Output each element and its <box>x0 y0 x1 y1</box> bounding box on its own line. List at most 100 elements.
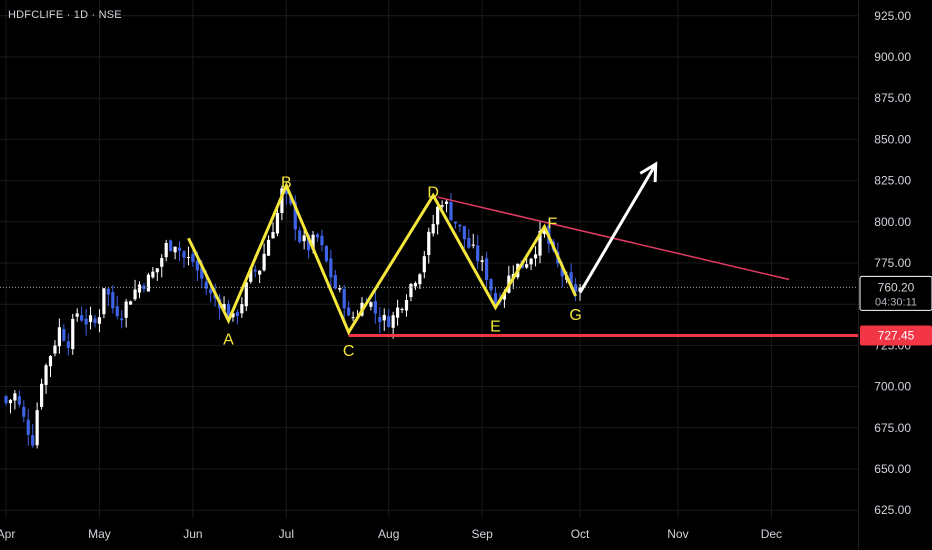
y-tick-label: 700.00 <box>874 380 911 394</box>
y-tick-label: 800.00 <box>874 215 911 229</box>
candle-body <box>275 212 280 234</box>
y-tick-label: 850.00 <box>874 132 911 146</box>
symbol-title[interactable]: HDFCLIFE · 1D · NSE <box>8 9 122 21</box>
candle-body <box>485 258 489 280</box>
candle-body <box>80 315 84 321</box>
pattern-label-A: A <box>223 332 234 349</box>
arrow-head <box>639 161 658 183</box>
candle-body <box>440 205 444 207</box>
candle-body <box>396 307 400 318</box>
candle-body <box>84 318 88 325</box>
candle-body <box>182 251 186 258</box>
candle-body <box>293 202 297 230</box>
candle-body <box>467 237 471 248</box>
pattern-label-D: D <box>427 184 439 201</box>
candle-body <box>120 318 124 321</box>
last-price-badge <box>859 275 932 311</box>
candle-body <box>191 253 195 263</box>
candle-body <box>209 289 213 294</box>
candle-body <box>115 306 119 317</box>
y-tick-label: 650.00 <box>874 462 911 476</box>
candle-body <box>418 274 422 285</box>
candle-body <box>164 242 168 258</box>
pattern-label-B: B <box>281 175 292 192</box>
candle-body <box>169 240 173 252</box>
candle-body <box>226 303 231 318</box>
x-tick-label: May <box>88 527 111 541</box>
candle-body <box>204 281 208 289</box>
candle-body <box>342 288 346 309</box>
candle-body <box>444 201 449 204</box>
pattern-zigzag <box>187 181 577 336</box>
countdown-timer: 04:30:11 <box>875 296 917 308</box>
candle-body <box>431 224 435 234</box>
last-price-value: 760.20 <box>878 280 915 294</box>
candle-body <box>404 299 409 311</box>
candle-body <box>413 283 417 287</box>
candle-body <box>266 239 271 256</box>
candle-body <box>133 289 137 300</box>
candle-body <box>160 258 164 267</box>
candle-body <box>253 269 257 272</box>
y-tick-label: 875.00 <box>874 91 911 105</box>
candle-body <box>44 365 48 385</box>
candle-body <box>338 287 342 290</box>
x-tick-label: Nov <box>667 527 688 541</box>
candle-body <box>391 315 395 328</box>
candle-body <box>378 316 382 323</box>
candle-body <box>173 246 177 253</box>
candle-body <box>533 254 538 259</box>
candle-body <box>40 383 44 407</box>
candle-body <box>62 329 66 341</box>
candle-body <box>449 201 453 221</box>
candle-body <box>88 315 93 323</box>
candle-body <box>106 288 110 295</box>
candle-body <box>35 410 39 446</box>
candle-body <box>560 265 564 277</box>
candle-body <box>324 246 328 262</box>
candle-body <box>53 345 57 354</box>
candle-body <box>8 399 13 404</box>
candle-body <box>471 244 475 246</box>
grid-layer <box>0 0 859 550</box>
candle-body <box>200 267 204 279</box>
candle-body <box>244 282 248 307</box>
candle-body <box>195 260 199 271</box>
candle-body <box>298 230 302 242</box>
candle-body <box>48 356 53 367</box>
candle-body <box>258 270 262 275</box>
candle-body <box>347 307 351 316</box>
candle-body <box>4 396 8 404</box>
support-price-badge <box>860 325 932 346</box>
candle-body <box>146 274 150 292</box>
candle-body <box>262 253 266 271</box>
candle-body <box>476 245 480 262</box>
candle-body <box>71 318 75 350</box>
candle-body <box>284 185 288 195</box>
x-tick-label: Jul <box>279 527 294 541</box>
axis-layer: 625.00650.00675.00700.00725.00750.00775.… <box>0 9 932 541</box>
annotation-layer: A B C D E F G <box>0 161 858 360</box>
y-tick-label: 625.00 <box>874 503 911 517</box>
y-tick-label: 900.00 <box>874 50 911 64</box>
candle-body <box>17 396 21 405</box>
candle-body <box>409 283 413 298</box>
x-tick-label: Oct <box>571 527 590 541</box>
candle-body <box>177 247 182 251</box>
projection-arrow <box>578 163 657 294</box>
candle-body <box>369 302 373 307</box>
candle-body <box>222 304 226 311</box>
y-tick-label: 825.00 <box>874 174 911 188</box>
candle-body <box>569 272 573 286</box>
candle-body <box>102 288 106 315</box>
pattern-label-C: C <box>343 343 355 360</box>
candle-body <box>422 256 426 273</box>
candle-body <box>462 226 466 240</box>
candle-body <box>111 292 115 309</box>
candle-body <box>75 313 79 317</box>
candle-body <box>124 301 128 318</box>
support-price-value: 727.45 <box>878 329 915 343</box>
candle-body <box>387 316 391 327</box>
